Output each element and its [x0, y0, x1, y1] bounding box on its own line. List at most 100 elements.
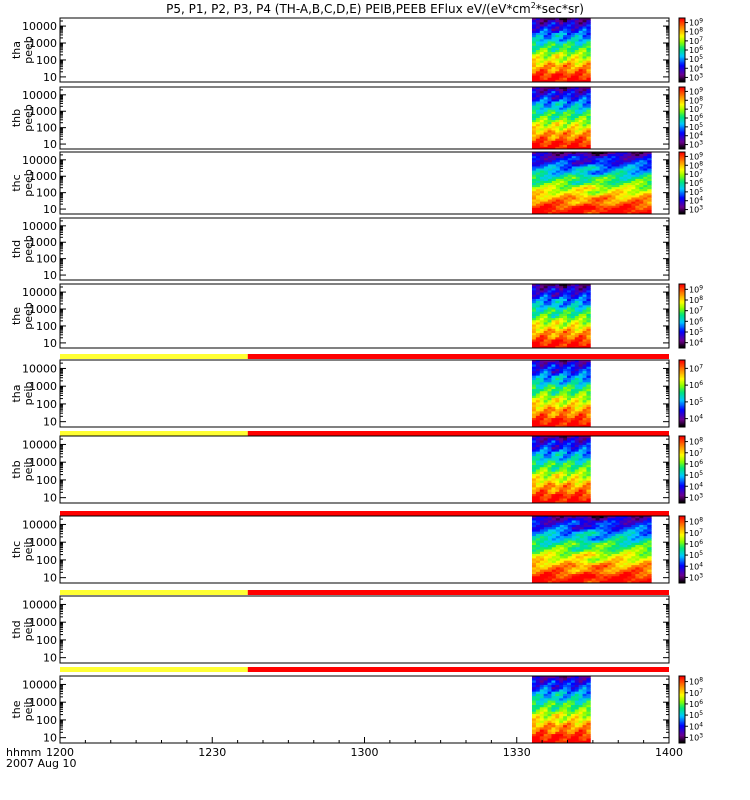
spectrogram-cell	[531, 62, 537, 66]
spectrogram-cell	[551, 389, 556, 392]
spectrogram-cell	[639, 203, 644, 207]
spectrogram-cell	[543, 531, 549, 535]
spectrogram-cell	[531, 489, 537, 493]
spectrogram-cell	[586, 324, 591, 328]
spectrogram-cell	[547, 64, 552, 68]
spectrogram-cell	[582, 309, 587, 313]
spectrogram-cell	[571, 156, 577, 159]
spectrogram-cell	[611, 174, 616, 178]
colorbar-cell	[679, 286, 685, 289]
spectrogram-cell	[555, 185, 561, 188]
spectrogram-cell	[566, 134, 572, 137]
spectrogram-cell	[563, 120, 568, 123]
colorbar-cell	[679, 24, 685, 27]
spectrogram-cell	[591, 201, 596, 205]
spectrogram-cell	[551, 328, 556, 332]
spectrogram-cell	[631, 176, 636, 180]
spectrogram-cell	[582, 326, 587, 330]
spectrogram-cell	[531, 298, 537, 302]
spectrogram-cell	[531, 545, 537, 548]
spectrogram-cell	[570, 24, 576, 27]
spectrogram-cell	[582, 307, 587, 310]
spectrogram-cell	[611, 538, 616, 541]
spectrogram-cell	[551, 440, 556, 444]
spectrogram-cell	[543, 166, 549, 169]
spectrogram-cell	[639, 547, 644, 550]
spectrogram-cell	[555, 476, 560, 479]
spectrogram-cell	[567, 205, 573, 209]
spectrogram-cell	[639, 176, 644, 180]
spectrogram-cell	[531, 413, 537, 417]
spectrogram-cell	[547, 58, 552, 62]
spectrogram-cell	[582, 69, 587, 72]
spectrogram-cell	[623, 569, 628, 573]
spectrogram-cell	[535, 465, 541, 468]
spectrogram-cell	[563, 322, 568, 325]
spectrogram-cell	[559, 199, 565, 202]
spectrogram-cell	[551, 395, 556, 399]
spectrogram-cell	[582, 292, 587, 296]
spectrogram-cell	[563, 442, 568, 446]
spectrogram-cell	[575, 542, 581, 546]
colorbar-cell	[679, 337, 685, 340]
y-tick-label: 10000	[22, 362, 57, 375]
spectrogram-cell	[623, 574, 628, 577]
spectrogram-cell	[578, 113, 583, 117]
spectrogram-cell	[563, 533, 569, 537]
spectrogram-cell	[567, 542, 573, 546]
colorbar-cell	[679, 121, 685, 124]
spectrogram-cell	[547, 305, 552, 308]
spectrogram-cell	[611, 540, 616, 544]
spectrogram-cell	[555, 111, 560, 115]
spectrogram-cell	[535, 124, 541, 127]
spectrogram-cell	[582, 395, 587, 399]
spectrogram-cell	[535, 67, 541, 70]
spectrogram-cell	[566, 109, 572, 113]
spectrogram-cell	[570, 30, 576, 34]
spectrogram-cell	[574, 305, 580, 308]
spectrogram-cell	[615, 172, 620, 176]
spectrogram-cell	[539, 298, 545, 302]
spectrogram-cell	[586, 500, 591, 504]
spectrogram-cell	[603, 199, 608, 202]
colorbar-cell	[679, 382, 685, 385]
spectrogram-cell	[574, 20, 580, 23]
spectrogram-cell	[578, 111, 583, 115]
spectrogram-cell	[607, 549, 612, 553]
spectrogram-cell	[570, 307, 576, 310]
spectrogram-cell	[566, 500, 572, 504]
spectrogram-cell	[571, 193, 577, 196]
spectrogram-cell	[567, 158, 573, 161]
spectrogram-cell	[591, 156, 596, 159]
spectrogram-cell	[551, 170, 557, 174]
colorbar-cell	[679, 129, 685, 132]
spectrogram-cell	[586, 28, 591, 32]
spectrogram-cell	[547, 45, 552, 49]
spectrogram-cell	[567, 551, 573, 555]
spectrogram-cell	[635, 201, 640, 205]
spectrogram-cell	[559, 424, 564, 428]
spectrogram-cell	[643, 545, 648, 548]
spectrogram-cell	[555, 386, 560, 390]
spectrogram-cell	[531, 301, 537, 304]
spectrogram-cell	[567, 178, 573, 182]
spectrogram-cell	[619, 547, 624, 550]
spectrogram-cell	[582, 18, 587, 21]
spectrogram-cell	[575, 580, 581, 584]
spectrogram-cell	[543, 75, 548, 79]
spectrogram-cell	[535, 478, 541, 482]
spectrogram-cell	[539, 301, 545, 304]
spectrogram-cell	[551, 527, 557, 530]
spectrogram-cell	[551, 111, 556, 115]
spectrogram-cell	[575, 562, 581, 566]
spectrogram-cell	[570, 491, 576, 495]
spectrogram-cell	[586, 77, 591, 81]
colorbar-cell	[679, 170, 685, 172]
spectrogram-cell	[595, 193, 600, 196]
spectrogram-cell	[586, 491, 591, 495]
spectrogram-cell	[578, 458, 583, 461]
spectrogram-cell	[567, 199, 573, 202]
colorbar-cell	[679, 531, 685, 534]
spectrogram-cell	[547, 168, 553, 171]
spectrogram-cell	[647, 527, 652, 530]
